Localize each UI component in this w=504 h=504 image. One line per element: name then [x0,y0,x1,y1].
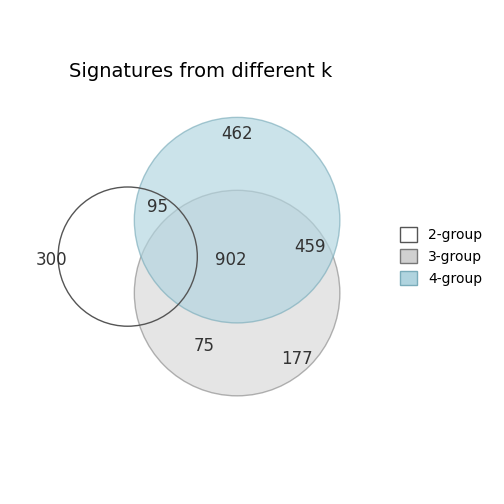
Text: 75: 75 [194,337,214,355]
Title: Signatures from different k: Signatures from different k [69,62,332,81]
Text: 177: 177 [281,350,312,368]
Circle shape [135,191,340,396]
Circle shape [135,117,340,323]
Text: 462: 462 [221,125,253,143]
Legend: 2-group, 3-group, 4-group: 2-group, 3-group, 4-group [393,221,489,293]
Text: 300: 300 [36,251,67,269]
Text: 95: 95 [147,198,168,216]
Text: 459: 459 [294,238,326,256]
Text: 902: 902 [215,251,246,269]
